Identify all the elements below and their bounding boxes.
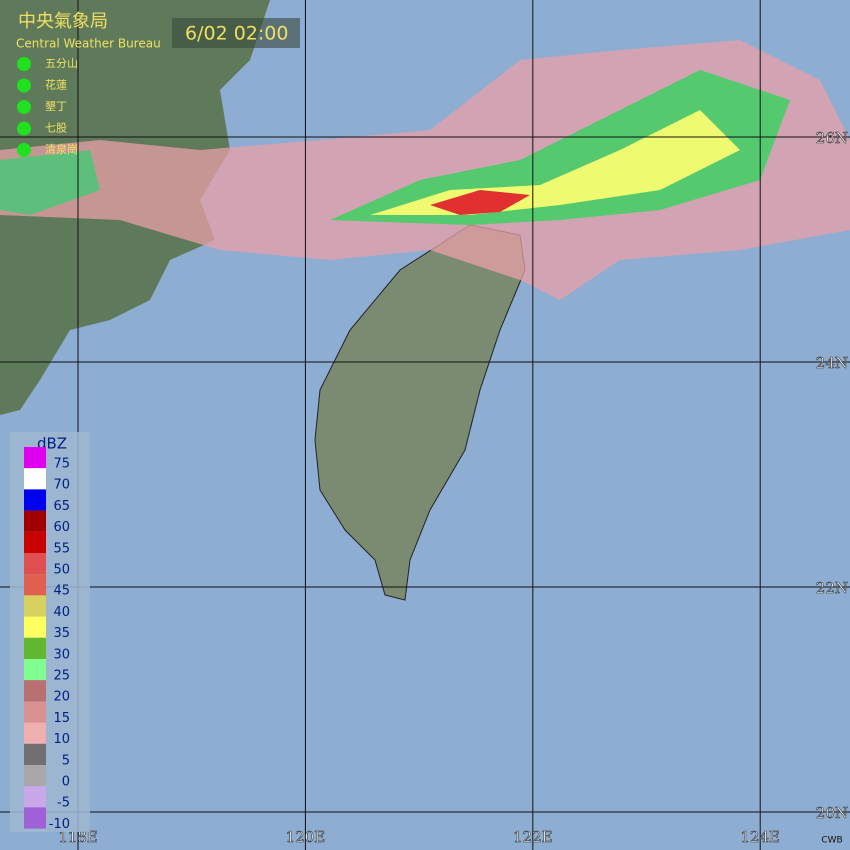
legend-level: 15 [53, 711, 70, 726]
legend-swatch [24, 722, 46, 744]
legend-swatch [24, 489, 46, 511]
lat-label: 26N [816, 129, 848, 147]
legend-swatch [24, 743, 46, 765]
echo-strong [370, 110, 740, 215]
legend-level: -10 [49, 817, 70, 832]
lon-label: 122E [513, 828, 553, 846]
legend-swatch [24, 680, 46, 702]
station-indicator [17, 143, 31, 157]
station-indicator [17, 78, 31, 93]
legend-level: 45 [53, 584, 70, 599]
legend-swatch [24, 701, 46, 723]
legend-level: 55 [53, 541, 70, 556]
legend-level: 5 [62, 753, 70, 768]
legend-swatch [24, 786, 46, 808]
legend-level: 75 [53, 457, 70, 472]
legend-level: 20 [53, 690, 70, 705]
echo-moderate [0, 150, 100, 215]
lon-label: 120E [286, 828, 326, 846]
time: 6/02 02:00 [185, 23, 288, 45]
legend-swatch [24, 765, 46, 787]
legend-level: 25 [53, 669, 70, 684]
legend-level: 65 [53, 499, 70, 514]
station-name: 花蓮 [45, 78, 67, 92]
legend-level: 30 [53, 647, 70, 662]
legend-swatch [24, 574, 46, 596]
station-name: 墾丁 [45, 100, 67, 113]
legend-swatch [24, 531, 46, 553]
subtitle: Central Weather Bureau [16, 37, 161, 51]
legend-level: 50 [53, 563, 70, 578]
legend-swatch [24, 616, 46, 638]
lat-label: 24N [816, 354, 848, 372]
legend-swatch [24, 553, 46, 575]
legend-swatch [24, 807, 46, 829]
station-name: 五分山 [45, 57, 78, 70]
legend-level: 0 [62, 775, 70, 790]
echo-heavy [430, 190, 530, 215]
legend-swatch [24, 447, 46, 469]
station-indicator [17, 100, 31, 114]
credit: CWB [821, 836, 842, 846]
lon-label: 118E [58, 828, 98, 846]
station-name: 七股 [45, 122, 67, 135]
legend-level: 70 [53, 478, 70, 493]
legend-box [10, 432, 90, 832]
echo-moderate [330, 70, 790, 225]
legend-level: 35 [53, 626, 70, 641]
station-indicator [17, 57, 31, 71]
lat-label: 20N [816, 804, 848, 822]
station-indicator [17, 121, 31, 136]
legend-swatch [24, 659, 46, 681]
legend-swatch [24, 595, 46, 617]
time-box [172, 18, 300, 48]
legend-level: 10 [53, 732, 70, 747]
legend-swatch [24, 510, 46, 532]
legend-swatch [24, 637, 46, 659]
lat-label: 22N [816, 579, 848, 597]
legend-swatch [24, 468, 46, 490]
legend-level: -5 [57, 796, 70, 811]
legend-level: 60 [53, 520, 70, 535]
taiwan [314, 224, 526, 601]
legend-level: 40 [53, 605, 70, 620]
lon-label: 124E [740, 828, 780, 846]
title: 中央氣象局 [18, 11, 108, 32]
station-name: 清泉崗 [45, 142, 78, 156]
